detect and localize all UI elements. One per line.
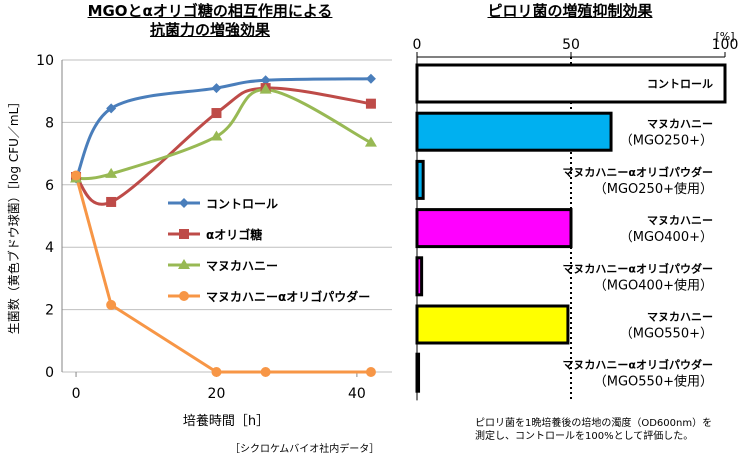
left-x-axis-label: 培養時間［h］ (183, 413, 269, 429)
bar-label-line1: マヌカハニーαオリゴパウダー (562, 261, 713, 275)
data-point (211, 367, 222, 377)
series-line (74, 86, 372, 206)
source-note: ［シクロケムバイオ社内データ］ (230, 444, 380, 455)
legend-marker (178, 259, 190, 269)
data-point (106, 103, 117, 114)
bar (415, 208, 573, 249)
left-chart-title-line2: 抗菌力の増強効果 (149, 21, 270, 39)
y-tick-label: 10 (36, 53, 54, 69)
data-point (260, 367, 271, 377)
legend-label: マヌカハニー (206, 259, 278, 273)
data-point (210, 130, 223, 141)
series-line (74, 77, 371, 180)
bar-label-line1: マヌカハニー (647, 118, 713, 131)
legend-label: マヌカハニーαオリゴパウダー (206, 289, 370, 304)
series-line (75, 88, 372, 181)
y-tick-label: 2 (45, 303, 54, 319)
legend-marker (179, 229, 189, 239)
right-chart-title: ピロリ菌の増殖抑制効果 (487, 2, 653, 20)
bar-label-line2: （MGO250+） (620, 134, 713, 149)
legend-label: αオリゴ糖 (206, 227, 262, 242)
x-tick-label: 100 (712, 37, 739, 53)
data-point (364, 136, 377, 147)
bar-label-line1: マヌカハニーαオリゴパウダー (562, 165, 713, 179)
data-point (365, 367, 376, 377)
data-point (211, 108, 222, 119)
x-tick-label: 0 (72, 386, 81, 402)
bar (415, 111, 613, 152)
right-unit-label: [%] (715, 30, 734, 43)
left-chart-title-line1: MGOとαオリゴ糖の相互作用による (87, 2, 333, 20)
y-tick-label: 6 (45, 178, 54, 194)
data-point (106, 196, 117, 207)
method-note-line2: 測定し、コントロールを100%として評価した。 (475, 431, 694, 442)
legend-marker (179, 291, 189, 301)
data-point (365, 98, 376, 109)
bar (415, 304, 570, 345)
bar-label-line2: （MGO400+） (620, 230, 713, 245)
bar-label-line2: （MGO250+使用） (594, 181, 713, 197)
data-point (105, 167, 118, 178)
legend-label: コントロール (206, 197, 278, 211)
bar-label-line1: マヌカハニーαオリゴパウダー (562, 358, 713, 372)
bar-label-line2: （MGO550+使用） (594, 374, 713, 390)
data-point (259, 83, 272, 94)
bar-label-line2: （MGO400+使用） (594, 277, 713, 293)
bar-label-line1: マヌカハニー (647, 311, 713, 324)
data-point (365, 73, 376, 84)
bar (415, 352, 421, 393)
bar-label-line2: （MGO550+） (620, 327, 713, 342)
bar (415, 159, 425, 200)
left-y-axis-label: 生菌数（黄色ブドウ球菌）［log CFU／mL］ (6, 96, 21, 335)
bar (415, 256, 424, 297)
y-tick-label: 0 (45, 365, 54, 381)
x-tick-label: 20 (208, 386, 226, 402)
data-point (106, 299, 117, 310)
bar (415, 63, 727, 104)
y-tick-label: 8 (45, 115, 54, 131)
y-tick-label: 4 (45, 240, 54, 256)
bar-label-line1: コントロール (647, 78, 713, 91)
legend-marker (179, 198, 189, 208)
x-tick-label: 0 (413, 37, 422, 53)
data-point (211, 83, 222, 94)
data-point (71, 170, 82, 181)
data-point (260, 75, 271, 86)
x-tick-label: 40 (348, 386, 366, 402)
bar-label-line1: マヌカハニー (647, 214, 713, 227)
method-note-line1: ピロリ菌を1晩培養後の培地の濁度（OD600nm）を (475, 418, 713, 429)
left-line-chart: 0 2 4 6 8 10 0 20 40 コントロール αオリゴ糖マヌカハニーマヌカハニーαオリゴ… (6, 53, 392, 429)
x-tick-label: 50 (562, 37, 580, 53)
